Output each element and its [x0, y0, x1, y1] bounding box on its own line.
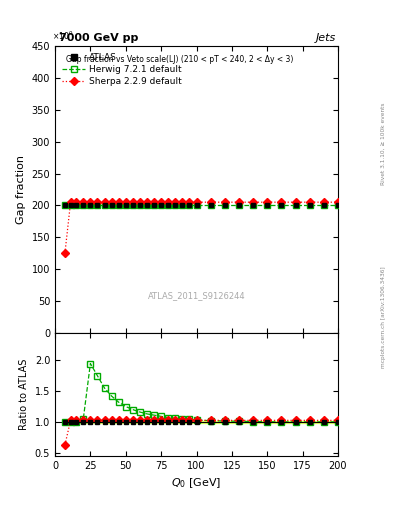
Legend: ATLAS, Herwig 7.2.1 default, Sherpa 2.2.9 default: ATLAS, Herwig 7.2.1 default, Sherpa 2.2.… — [59, 51, 185, 89]
Text: ATLAS_2011_S9126244: ATLAS_2011_S9126244 — [148, 291, 245, 300]
Text: Gap fraction vs Veto scale(LJ) (210 < pT < 240, 2 < Δy < 3): Gap fraction vs Veto scale(LJ) (210 < pT… — [66, 55, 294, 63]
Text: Rivet 3.1.10, ≥ 100k events: Rivet 3.1.10, ≥ 100k events — [381, 102, 386, 185]
X-axis label: $Q_0$ [GeV]: $Q_0$ [GeV] — [171, 476, 222, 490]
Text: mcplots.cern.ch [arXiv:1306.3436]: mcplots.cern.ch [arXiv:1306.3436] — [381, 267, 386, 368]
Text: 7000 GeV pp: 7000 GeV pp — [59, 33, 138, 44]
Y-axis label: Gap fraction: Gap fraction — [16, 155, 26, 224]
Text: Jets: Jets — [316, 33, 336, 44]
Y-axis label: Ratio to ATLAS: Ratio to ATLAS — [19, 358, 29, 430]
Text: $\times10^{0}$: $\times10^{0}$ — [52, 29, 73, 42]
